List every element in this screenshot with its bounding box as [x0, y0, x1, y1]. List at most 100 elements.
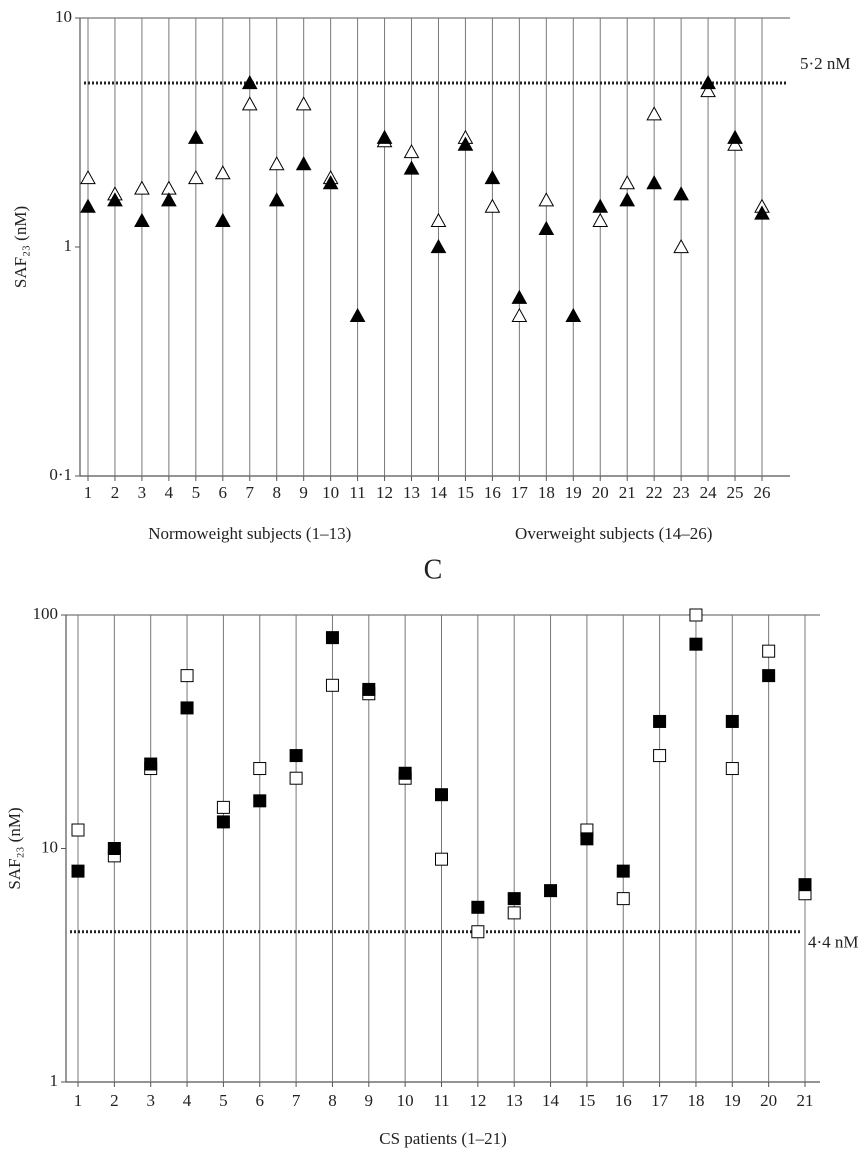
x-tick-label: 4: [183, 1091, 192, 1110]
x-tick-label: 15: [457, 483, 474, 502]
triangle-marker: [484, 198, 501, 213]
y-tick-label: 1: [64, 236, 73, 255]
triangle-marker: [457, 136, 474, 151]
triangle-marker: [295, 96, 312, 111]
triangle-marker: [80, 198, 96, 213]
square-marker: [616, 892, 630, 906]
triangle-marker: [646, 175, 663, 190]
square-marker: [580, 832, 594, 846]
x-tick-label: 14: [542, 1091, 560, 1110]
x-tick-label: 10: [397, 1091, 414, 1110]
x-tick-label: 6: [219, 483, 228, 502]
triangle-marker: [430, 212, 447, 228]
x-tick-label: 11: [433, 1091, 449, 1110]
x-tick-label: 6: [256, 1091, 265, 1110]
square-marker: [689, 637, 703, 651]
x-tick-label: 19: [724, 1091, 741, 1110]
square-marker: [325, 678, 339, 692]
triangle-marker: [322, 175, 339, 190]
triangle-marker: [538, 220, 555, 235]
square-marker: [725, 762, 739, 776]
triangle-marker: [241, 96, 258, 111]
x-tick-label: 20: [592, 483, 609, 502]
triangle-marker: [80, 170, 96, 185]
x-tick-label: 9: [299, 483, 308, 502]
x-tick-label: 18: [538, 483, 555, 502]
x-tick-label: 25: [727, 483, 744, 502]
x-tick-label: 24: [700, 483, 718, 502]
x-tick-label: 17: [651, 1091, 669, 1110]
square-marker: [798, 878, 812, 892]
triangle-marker: [727, 136, 743, 151]
triangle-marker: [484, 170, 501, 185]
y-tick-label: 10: [55, 7, 72, 26]
x-tick-label: 15: [578, 1091, 595, 1110]
x-tick-label: 11: [349, 483, 365, 502]
reference-label: 5·2 nM: [800, 54, 851, 73]
triangle-marker: [700, 82, 716, 98]
x-tick-label: 17: [511, 483, 529, 502]
square-marker: [253, 794, 267, 808]
x-tick-label: 18: [687, 1091, 704, 1110]
x-tick-label: 19: [565, 483, 582, 502]
triangle-marker: [538, 192, 555, 207]
x-tick-label: 2: [111, 483, 120, 502]
y-tick-label: 1: [50, 1071, 59, 1090]
triangle-marker: [214, 212, 231, 228]
y-axis-label: SAF₂₃ (nM): [11, 206, 30, 288]
square-marker: [725, 714, 739, 728]
square-marker: [216, 800, 230, 814]
x-tick-label: 7: [246, 483, 255, 502]
square-marker: [71, 864, 85, 878]
x-tick-label: 2: [110, 1091, 119, 1110]
square-marker: [653, 714, 667, 728]
triangle-marker: [376, 129, 393, 144]
square-marker: [435, 852, 448, 866]
x-tick-label: 8: [272, 483, 281, 502]
triangle-marker: [754, 205, 770, 220]
triangle-marker: [646, 106, 663, 121]
square-marker: [325, 631, 339, 645]
square-marker: [544, 884, 558, 898]
square-marker: [289, 749, 303, 763]
reference-label: 4·4 nM: [808, 933, 859, 952]
triangle-marker: [511, 289, 528, 304]
x-tick-label: 1: [84, 483, 93, 502]
square-marker: [398, 766, 412, 780]
triangle-marker: [403, 143, 420, 159]
x-tick-label: 21: [619, 483, 636, 502]
triangle-marker: [673, 238, 689, 254]
y-tick-label: 0·1: [49, 465, 72, 484]
group-label: Overweight subjects (14–26): [515, 524, 712, 543]
triangle-marker: [187, 170, 204, 185]
square-marker: [289, 771, 303, 785]
triangle-marker: [700, 75, 716, 90]
triangle-marker: [565, 307, 582, 323]
triangle-marker: [592, 212, 609, 228]
square-marker: [507, 892, 521, 906]
triangle-marker: [214, 165, 231, 180]
y-tick-label: 10: [41, 837, 58, 856]
panel-title: C: [424, 554, 443, 585]
x-tick-label: 8: [328, 1091, 337, 1110]
x-tick-label: 3: [146, 1091, 155, 1110]
square-marker: [180, 669, 194, 683]
triangle-marker: [727, 129, 743, 144]
x-tick-label: 3: [138, 483, 147, 502]
x-tick-label: 13: [506, 1091, 523, 1110]
triangle-marker: [134, 212, 150, 228]
square-marker: [762, 669, 776, 683]
group-label: Normoweight subjects (1–13): [148, 524, 351, 543]
triangle-marker: [403, 160, 420, 175]
triangle-marker: [268, 192, 285, 207]
triangle-marker: [268, 156, 285, 171]
square-marker: [762, 644, 776, 658]
x-tick-label: 5: [192, 483, 201, 502]
triangle-marker: [592, 198, 609, 213]
triangle-marker: [430, 238, 447, 254]
square-marker: [507, 906, 521, 920]
x-tick-label: 16: [615, 1091, 632, 1110]
square-marker: [689, 608, 703, 622]
x-tick-label: 20: [760, 1091, 777, 1110]
